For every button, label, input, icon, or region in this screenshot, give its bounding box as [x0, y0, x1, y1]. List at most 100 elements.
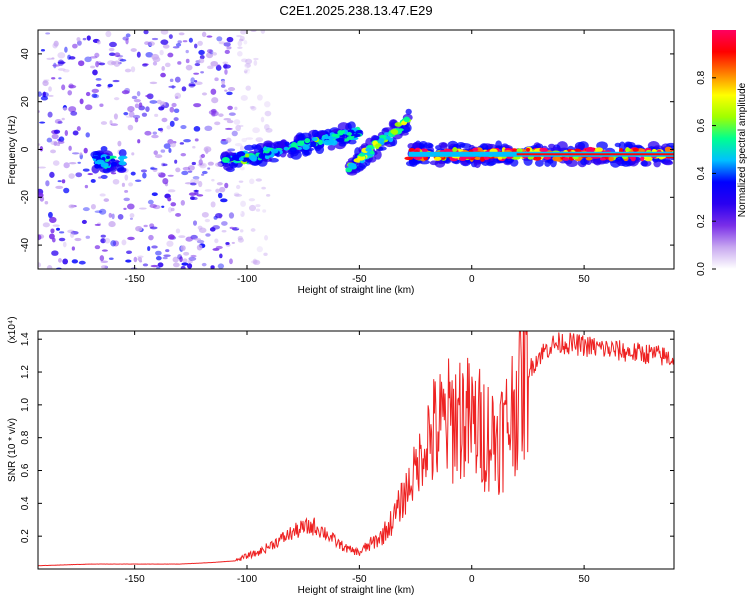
heat-cell [48, 86, 52, 92]
heat-cell [222, 61, 229, 65]
heat-cell [237, 235, 243, 241]
heat-cell [516, 148, 523, 153]
heat-cell [57, 61, 66, 64]
heat-cell [331, 133, 337, 138]
heat-cell [244, 144, 255, 151]
snr-panel: -150 -100 -50 0 50 0.2 0.4 0.6 0.8 1.0 1.2 1.4 Hei… [7, 316, 675, 596]
snr-line [38, 331, 674, 567]
heat-cell [143, 224, 148, 228]
heat-cell [200, 153, 206, 158]
heat-cell [229, 258, 233, 265]
heat-cell [57, 138, 61, 142]
heat-cell [266, 194, 271, 197]
heat-cell [253, 259, 261, 265]
heat-cell [63, 187, 70, 194]
heat-cell [156, 266, 161, 269]
heat-cell [149, 100, 158, 104]
heat-cell [45, 32, 51, 35]
heat-cell [134, 103, 140, 109]
heat-cell [235, 124, 241, 132]
heat-cell [264, 123, 270, 131]
heat-cell [53, 129, 61, 134]
heat-cell [177, 40, 182, 44]
heat-cell [49, 171, 55, 178]
heat-cell [599, 157, 607, 161]
heat-cell [84, 56, 92, 63]
heat-cell [125, 259, 132, 263]
heat-cell [158, 106, 165, 111]
heat-cell [192, 175, 200, 180]
snr-y-tick-label: 0.4 [20, 496, 31, 510]
heat-cell [112, 79, 120, 83]
heat-cell [76, 40, 82, 46]
heat-cell [210, 108, 217, 113]
heat-cell [256, 183, 263, 190]
heat-cell [46, 137, 53, 143]
heat-cell [250, 106, 257, 111]
heat-cell [192, 145, 196, 149]
heat-cell [57, 68, 66, 71]
heat-cell [175, 167, 181, 173]
snr-y-multiplier: (x10⁴) [7, 316, 18, 343]
heat-cell [193, 126, 201, 132]
heat-cell [81, 219, 87, 225]
heat-cell [177, 254, 183, 260]
heat-cell [246, 70, 254, 77]
heat-cell [227, 86, 236, 92]
heat-cell [149, 81, 158, 85]
heat-cell [166, 125, 171, 130]
heat-cell [472, 147, 479, 152]
heat-cell [175, 213, 182, 217]
heat-cell [394, 122, 403, 127]
heat-cell [355, 129, 363, 134]
heat-cell [623, 141, 633, 150]
heat-cell [157, 172, 162, 175]
heat-cell [43, 79, 50, 82]
heat-cell [404, 156, 414, 161]
spectrogram-y-ticks: -40 -20 0 20 40 [20, 48, 674, 252]
heat-cell [102, 167, 111, 174]
heat-cell [157, 262, 164, 268]
heat-cell [110, 158, 116, 162]
heat-cell [142, 63, 148, 67]
heat-cell [58, 77, 62, 80]
heat-cell [161, 117, 168, 123]
heat-cell [173, 108, 180, 114]
heat-cell [248, 204, 257, 212]
spectrogram-y-tick-label: 40 [20, 48, 31, 60]
heat-cell [151, 192, 158, 197]
heat-cell [403, 116, 410, 123]
heat-cell [170, 202, 177, 207]
heat-cell [194, 238, 201, 241]
heat-cell [111, 161, 118, 167]
heat-cell [100, 162, 109, 168]
heat-cell [52, 224, 60, 227]
heat-cell [181, 86, 187, 92]
heat-cell [240, 210, 245, 217]
heat-cell [525, 147, 531, 152]
heat-cell [459, 143, 472, 149]
heat-cell [220, 84, 226, 88]
heat-cell [58, 237, 66, 242]
colorbar-tick-label: 0.8 [696, 70, 707, 84]
heat-cell [160, 149, 166, 153]
heat-cell [98, 176, 102, 179]
colorbar-tick-label: 0.6 [696, 118, 707, 132]
heat-cell [117, 140, 122, 147]
heat-cell [68, 204, 75, 209]
heat-cell [96, 40, 101, 45]
heat-cell [221, 80, 226, 85]
heat-cell [84, 104, 93, 111]
heat-cell [172, 256, 179, 263]
heat-cell [62, 258, 69, 265]
heat-cell [323, 139, 331, 145]
heat-cell [373, 149, 382, 160]
heat-cell [212, 52, 217, 56]
heat-cell [99, 255, 105, 262]
heat-band-2 [220, 121, 364, 173]
heat-cell [133, 98, 141, 103]
heat-cell [181, 262, 189, 266]
heat-cell [95, 77, 102, 81]
spectrogram-x-tick-label: -100 [237, 274, 257, 285]
heat-cell [68, 173, 75, 179]
